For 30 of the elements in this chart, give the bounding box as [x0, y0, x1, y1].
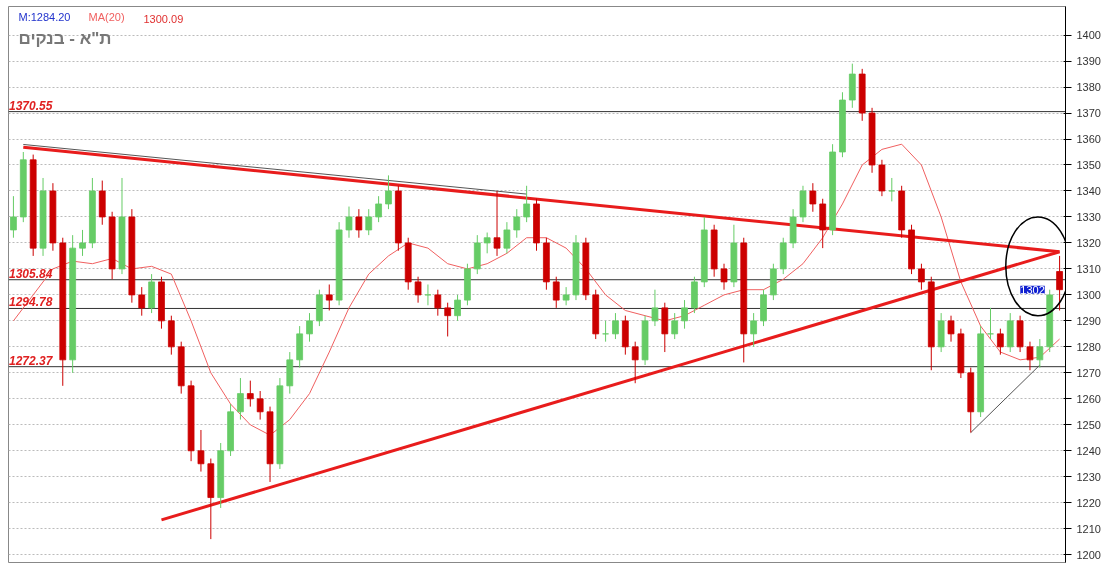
y-tick-label: 1210	[1076, 522, 1101, 535]
ref-line-label: 1294.78	[8, 295, 53, 310]
ref-line-label: 1370.55	[8, 98, 53, 113]
y-tick-label: 1290	[1076, 314, 1101, 327]
annotation: 1302	[1020, 283, 1045, 296]
y-tick-label: 1230	[1076, 470, 1101, 483]
y-tick-label: 1380	[1076, 81, 1101, 94]
y-tick-label: 1400	[1076, 29, 1101, 42]
y-tick-label: 1320	[1076, 236, 1101, 249]
annotation: M:1284.20	[18, 10, 71, 23]
annotation: 1300.09	[143, 12, 184, 25]
y-tick-label: 1310	[1076, 262, 1101, 275]
y-tick-label: 1200	[1076, 548, 1101, 561]
text: ת"א - בנקים	[18, 28, 112, 48]
y-tick-label: 1280	[1076, 340, 1101, 353]
y-tick-label: 1370	[1076, 107, 1101, 120]
y-tick-label: 1220	[1076, 496, 1101, 509]
y-tick-label: 1350	[1076, 158, 1101, 171]
y-tick-label: 1360	[1076, 133, 1101, 145]
y-tick-label: 1330	[1076, 210, 1101, 223]
text: MA(20)	[88, 10, 125, 23]
y-tick-label: 1300	[1076, 288, 1101, 301]
ref-line-label: 1305.84	[8, 266, 53, 281]
ref-line-label: 1272.37	[8, 353, 54, 368]
y-tick-label: 1260	[1076, 392, 1101, 405]
y-tick-label: 1250	[1076, 418, 1101, 431]
y-tick-label: 1240	[1076, 444, 1101, 457]
y-tick-label: 1390	[1076, 55, 1101, 68]
y-tick-label: 1270	[1076, 366, 1101, 379]
y-tick-label: 1340	[1076, 184, 1101, 197]
